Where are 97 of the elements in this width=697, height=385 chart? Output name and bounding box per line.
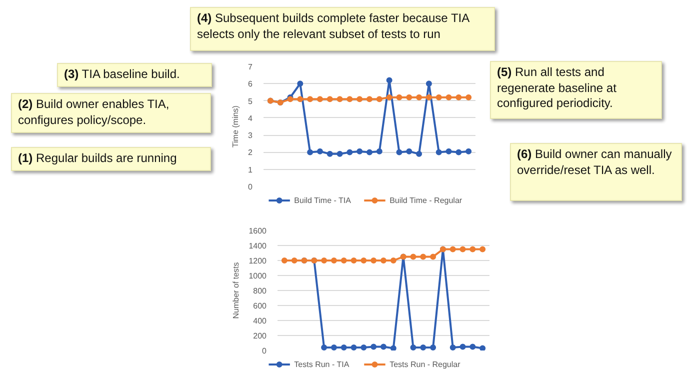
point	[370, 344, 377, 350]
point	[360, 344, 367, 350]
point	[321, 258, 328, 264]
point	[366, 149, 372, 156]
point	[380, 344, 386, 350]
point	[336, 150, 343, 157]
point	[396, 149, 402, 156]
point	[396, 94, 402, 100]
point	[460, 246, 466, 252]
y-tick-label: 600	[253, 302, 268, 310]
point	[426, 80, 432, 87]
y-tick-label: 1200	[248, 256, 268, 266]
point	[356, 148, 363, 154]
point	[307, 149, 314, 156]
point	[350, 258, 357, 264]
y-tick-label: 800	[253, 286, 268, 296]
point	[360, 258, 367, 264]
point	[410, 344, 416, 350]
y-tick-label: 0	[262, 346, 268, 356]
text: (2) Build owner enables TIA, configures policy/scope.	[18, 97, 170, 128]
y-tick-label: 7	[248, 62, 254, 72]
y-tick-label: 1	[248, 165, 254, 174]
legend-label: Build Time - Regular	[390, 196, 462, 205]
point	[410, 254, 416, 260]
point	[420, 254, 426, 260]
point	[350, 344, 357, 350]
y-tick-label: 2	[248, 148, 254, 158]
y-axis-title: Time (mins)	[231, 105, 240, 148]
point	[297, 80, 304, 87]
point	[436, 94, 442, 100]
point	[291, 258, 298, 264]
y-tick-label: 5	[248, 96, 254, 106]
point	[480, 246, 486, 252]
point	[380, 258, 386, 264]
point	[426, 94, 432, 100]
point	[340, 258, 347, 264]
legend-label: Tests Run - TIA	[294, 360, 350, 369]
point	[297, 96, 304, 102]
point	[390, 258, 396, 264]
y-axis-title: Number of tests	[232, 262, 241, 319]
point	[466, 148, 472, 154]
point	[386, 77, 392, 84]
text: (4) Subsequent builds complete faster because TIA selects only the relevant subset of tests to run	[197, 11, 470, 42]
text: (3) TIA baseline build.	[64, 67, 180, 83]
point	[336, 96, 343, 102]
y-tick-label: 0	[248, 182, 254, 192]
point	[420, 344, 426, 350]
point	[480, 345, 486, 350]
point	[366, 96, 372, 102]
point	[450, 344, 456, 350]
y-tick-label: 200	[253, 332, 268, 340]
point	[446, 148, 452, 154]
point	[406, 94, 412, 100]
point	[470, 246, 476, 252]
text: (6) Build owner can manually override/reset TIA as well.	[517, 147, 673, 178]
point	[281, 258, 288, 264]
legend-label: Tests Run - Regular	[390, 360, 461, 369]
point	[340, 344, 347, 350]
y-tick-label: 1400	[248, 242, 268, 250]
point	[430, 254, 436, 260]
point	[406, 148, 412, 154]
y-tick-label: 1600	[248, 226, 268, 236]
point	[376, 148, 382, 154]
y-tick-label: 1000	[248, 272, 268, 280]
text: (5) Run all tests and regenerate baseline at configured periodicity.	[497, 65, 618, 112]
legend-label: Build Time - TIA	[294, 196, 352, 205]
point	[330, 258, 337, 264]
point	[416, 94, 422, 100]
point	[386, 94, 392, 100]
text: (1) Regular builds are running	[18, 151, 177, 167]
y-tick-label: 4	[248, 114, 254, 123]
point	[316, 148, 323, 154]
point	[456, 94, 462, 100]
point	[376, 96, 382, 102]
point	[326, 96, 333, 102]
point	[416, 150, 422, 157]
point	[321, 344, 328, 350]
point	[470, 344, 476, 350]
point	[460, 344, 466, 350]
point	[356, 96, 363, 102]
point	[330, 344, 337, 350]
y-tick-label: 3	[248, 131, 254, 140]
point	[316, 96, 323, 102]
point	[370, 258, 377, 264]
y-tick-label: 400	[253, 316, 268, 326]
point	[346, 149, 353, 156]
point	[466, 94, 472, 100]
point	[456, 149, 462, 156]
point	[307, 96, 314, 102]
point	[436, 149, 442, 156]
point	[326, 150, 333, 157]
point	[390, 345, 396, 350]
point	[446, 94, 452, 100]
point	[450, 246, 456, 252]
y-tick-label: 6	[248, 80, 254, 89]
point	[346, 96, 353, 102]
point	[430, 344, 436, 350]
